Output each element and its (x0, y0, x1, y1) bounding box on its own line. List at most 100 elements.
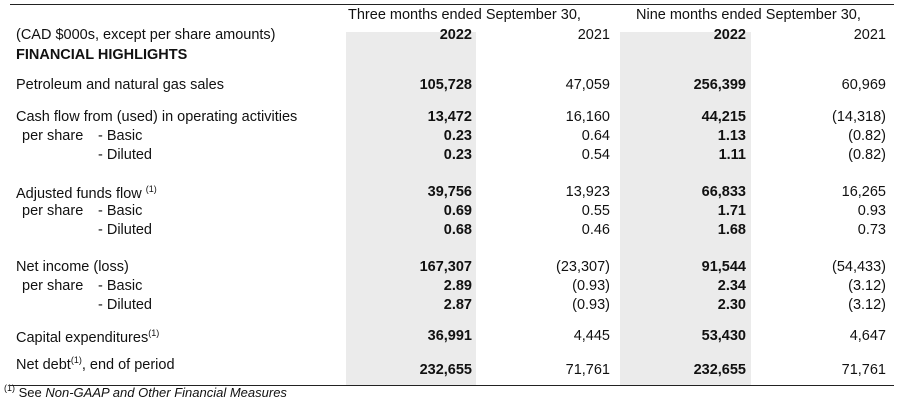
row-label-group: Adjusted funds flow (1) (16, 184, 157, 202)
table-row-net-income: Net income (loss) 167,307 (23,307) 91,54… (0, 259, 900, 278)
bottom-rule (10, 385, 894, 386)
row-label: - Diluted (98, 147, 152, 163)
table-row-cash-flow-diluted: - Diluted 0.23 0.54 1.11 (0.82) (0, 147, 900, 166)
row-label: - Basic (98, 128, 143, 144)
table-row-cash-flow-basic: per share - Basic 0.23 0.64 1.13 (0.82) (0, 128, 900, 147)
year-header-9m-2022: 2022 (713, 27, 746, 43)
cell-q-2022: 167,307 (419, 259, 472, 275)
cell-q-2022: 0.68 (443, 222, 472, 238)
cell-9m-2022: 2.30 (717, 297, 746, 313)
row-label-suffix: , end of period (81, 357, 175, 373)
cell-q-2021: 0.46 (581, 222, 610, 238)
year-header-q-2022: 2022 (439, 27, 472, 43)
cell-q-2022: 2.87 (443, 297, 472, 313)
cell-9m-2022: 2.34 (717, 278, 746, 294)
cell-9m-2021: (0.82) (848, 147, 886, 163)
cell-q-2022: 232,655 (419, 362, 472, 378)
nine-month-2022-column-shading (620, 32, 751, 385)
row-label-group: Capital expenditures(1) (16, 328, 159, 346)
table-row-net-debt-values: 232,655 71,761 232,655 71,761 (0, 362, 900, 381)
cell-q-2022: 13,472 (427, 109, 472, 125)
table-row-capital-expenditures: Capital expenditures(1) 36,991 4,445 53,… (0, 328, 900, 347)
cell-9m-2022: 256,399 (693, 77, 746, 93)
footnote-marker: (1) (148, 328, 160, 338)
cell-q-2022: 39,756 (427, 184, 472, 200)
cell-q-2022: 0.23 (443, 147, 472, 163)
cell-9m-2021: 0.73 (857, 222, 886, 238)
cell-9m-2021: (14,318) (831, 109, 886, 125)
row-label: - Basic (98, 203, 143, 219)
row-label: Cash flow from (used) in operating activ… (16, 109, 298, 125)
cell-q-2021: 0.54 (581, 147, 610, 163)
cell-9m-2021: (54,433) (831, 259, 886, 275)
cell-q-2021: 13,923 (565, 184, 610, 200)
cell-9m-2022: 232,655 (693, 362, 746, 378)
cell-9m-2022: 44,215 (701, 109, 746, 125)
year-header-q-2021: 2021 (577, 27, 610, 43)
cell-q-2021: (23,307) (555, 259, 610, 275)
cell-9m-2021: 71,761 (841, 362, 886, 378)
cell-9m-2022: 1.13 (717, 128, 746, 144)
cell-9m-2021: 4,647 (849, 328, 886, 344)
row-label-group: Net debt(1), end of period (16, 355, 175, 373)
row-label: Petroleum and natural gas sales (16, 77, 224, 93)
per-share-label: per share (22, 278, 84, 294)
row-label: Net debt (16, 357, 71, 373)
cell-q-2021: (0.93) (572, 278, 610, 294)
cell-q-2021: 4,445 (573, 328, 610, 344)
row-label: - Diluted (98, 222, 152, 238)
top-rule (10, 4, 894, 5)
per-share-label: per share (22, 203, 84, 219)
year-header-9m-2021: 2021 (853, 27, 886, 43)
cell-9m-2022: 66,833 (701, 184, 746, 200)
row-label: - Basic (98, 278, 143, 294)
cell-q-2022: 0.69 (443, 203, 472, 219)
table-row-adjusted-funds-flow-basic: per share - Basic 0.69 0.55 1.71 0.93 (0, 203, 900, 222)
footnote: (1) See Non-GAAP and Other Financial Mea… (4, 383, 287, 400)
cell-q-2022: 105,728 (419, 77, 472, 93)
cell-9m-2022: 1.11 (718, 147, 746, 163)
cell-9m-2021: 60,969 (841, 77, 886, 93)
cell-q-2022: 2.89 (443, 278, 472, 294)
table-row-sales: Petroleum and natural gas sales 105,728 … (0, 77, 900, 96)
footnote-text: See (15, 385, 46, 400)
cell-9m-2021: (0.82) (848, 128, 886, 144)
cell-q-2021: (0.93) (572, 297, 610, 313)
row-label: Adjusted funds flow (16, 186, 142, 202)
nine-months-header: Nine months ended September 30, (636, 7, 861, 23)
footnote-marker: (1) (145, 184, 157, 194)
table-row-cash-flow: Cash flow from (used) in operating activ… (0, 109, 900, 128)
table-row-adjusted-funds-flow: Adjusted funds flow (1) 39,756 13,923 66… (0, 184, 900, 203)
cell-9m-2021: 16,265 (841, 184, 886, 200)
footnote-link-text: Non-GAAP and Other Financial Measures (45, 385, 287, 400)
per-share-label: per share (22, 128, 84, 144)
row-label: Capital expenditures (16, 330, 149, 346)
cell-9m-2021: (3.12) (848, 297, 886, 313)
cell-9m-2021: 0.93 (857, 203, 886, 219)
cell-q-2021: 16,160 (565, 109, 610, 125)
footnote-marker: (1) (70, 355, 82, 365)
cell-q-2021: 47,059 (565, 77, 610, 93)
cell-q-2021: 0.64 (581, 128, 610, 144)
table-row-adjusted-funds-flow-diluted: - Diluted 0.68 0.46 1.68 0.73 (0, 222, 900, 241)
section-title: FINANCIAL HIGHLIGHTS (16, 47, 188, 63)
cell-q-2022: 36,991 (427, 328, 472, 344)
cell-9m-2022: 53,430 (701, 328, 746, 344)
three-months-header: Three months ended September 30, (348, 7, 581, 23)
row-label: - Diluted (98, 297, 152, 313)
cell-q-2021: 0.55 (581, 203, 610, 219)
units-caption: (CAD $000s, except per share amounts) (16, 27, 276, 43)
cell-9m-2022: 1.68 (717, 222, 746, 238)
cell-q-2021: 71,761 (565, 362, 610, 378)
three-month-2022-column-shading (346, 32, 476, 385)
cell-9m-2021: (3.12) (848, 278, 886, 294)
table-row-net-debt: Net debt(1), end of period (0, 355, 900, 374)
row-label: Net income (loss) (16, 259, 129, 275)
table-row-net-income-basic: per share - Basic 2.89 (0.93) 2.34 (3.12… (0, 278, 900, 297)
footnote-marker: (1) (4, 383, 15, 393)
cell-q-2022: 0.23 (443, 128, 472, 144)
cell-9m-2022: 1.71 (717, 203, 746, 219)
table-row-net-income-diluted: - Diluted 2.87 (0.93) 2.30 (3.12) (0, 297, 900, 316)
cell-9m-2022: 91,544 (701, 259, 746, 275)
